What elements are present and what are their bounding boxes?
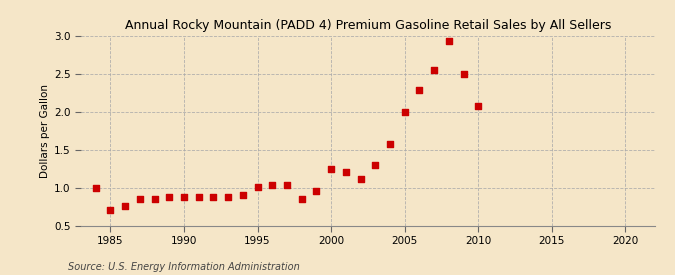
Point bbox=[281, 183, 292, 188]
Point bbox=[429, 68, 439, 72]
Point bbox=[238, 193, 248, 197]
Text: Source: U.S. Energy Information Administration: Source: U.S. Energy Information Administ… bbox=[68, 262, 299, 272]
Point bbox=[311, 189, 322, 194]
Point bbox=[458, 72, 469, 76]
Point bbox=[119, 204, 130, 208]
Point bbox=[355, 177, 366, 182]
Point bbox=[90, 185, 101, 190]
Point bbox=[296, 197, 307, 201]
Point bbox=[370, 163, 381, 167]
Point bbox=[179, 194, 190, 199]
Point bbox=[252, 185, 263, 189]
Point bbox=[134, 197, 145, 201]
Point bbox=[164, 194, 175, 199]
Point bbox=[399, 110, 410, 115]
Point bbox=[443, 39, 454, 43]
Point bbox=[223, 194, 234, 199]
Y-axis label: Dollars per Gallon: Dollars per Gallon bbox=[40, 84, 50, 178]
Point bbox=[472, 103, 483, 108]
Point bbox=[326, 167, 337, 172]
Point bbox=[208, 194, 219, 199]
Point bbox=[414, 88, 425, 93]
Point bbox=[105, 208, 116, 213]
Title: Annual Rocky Mountain (PADD 4) Premium Gasoline Retail Sales by All Sellers: Annual Rocky Mountain (PADD 4) Premium G… bbox=[125, 19, 611, 32]
Point bbox=[267, 183, 277, 188]
Point bbox=[193, 194, 204, 199]
Point bbox=[385, 142, 396, 147]
Point bbox=[149, 197, 160, 201]
Point bbox=[340, 169, 351, 174]
